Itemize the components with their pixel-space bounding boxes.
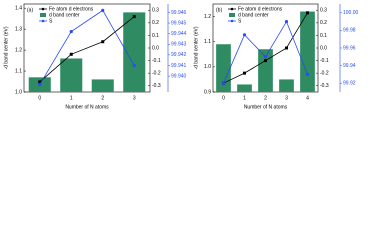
panel-label: (b) [216, 7, 222, 13]
y-axis-label: -d band center (eV) [193, 26, 199, 69]
marker [285, 46, 288, 50]
legend-marker [230, 7, 234, 11]
marker [38, 80, 42, 84]
y2-tick-label: 0.3 [152, 8, 159, 14]
marker [132, 15, 136, 19]
y2-tick-label: -0.2 [152, 70, 161, 76]
y2-tick-label: -0.1 [152, 58, 161, 64]
legend-label: d band center [238, 12, 269, 18]
marker [284, 20, 289, 24]
legend-label: S [49, 18, 53, 24]
x-tick-label: 4 [306, 95, 309, 101]
marker [263, 55, 268, 59]
marker [306, 11, 309, 15]
x-tick-label: 1 [243, 95, 246, 101]
y3-tick-label: 99.92 [343, 81, 356, 87]
y2-tick-label: 0.2 [152, 20, 159, 26]
x-tick-label: 3 [285, 95, 288, 101]
legend-marker [230, 19, 234, 23]
y3-tick-label: 99.944 [171, 31, 187, 37]
bar [216, 44, 231, 92]
bar [300, 11, 315, 93]
y2-tick-label: -0.3 [152, 83, 161, 89]
y3-tick-label: 99.94 [343, 63, 356, 69]
x-tick-label: 0 [222, 95, 225, 101]
y-tick-label: 1.1 [15, 68, 22, 74]
legend-marker [41, 19, 45, 23]
line [39, 16, 135, 83]
marker [38, 82, 42, 87]
y3-tick-label: 99.940 [171, 73, 187, 79]
marker [101, 8, 105, 12]
y2-tick-label: -0.3 [320, 83, 329, 89]
figure: 1.0 1.1 1.2 1.3 1.4 -0.3 -0.2 -0.1 0.0 0.1 0.2 0.3 9… [3, 3, 359, 110]
y2-tick-label: 0.2 [320, 20, 327, 26]
y-tick-label: 1.1 [204, 39, 211, 45]
marker [221, 81, 226, 85]
y-tick-label: 1.0 [15, 89, 22, 95]
panel-label: (a) [27, 7, 33, 13]
marker [264, 59, 267, 63]
y3-tick-label: 99.946 [171, 10, 187, 16]
legend-label: S [238, 18, 242, 24]
y2-tick-label: 0.1 [320, 33, 327, 39]
y2-tick-label: 0.3 [320, 8, 327, 14]
legend-label: Fe atom d electrons [49, 6, 94, 12]
x-tick-label: 2 [264, 95, 267, 101]
y-tick-label: 1.2 [15, 47, 22, 53]
y2-tick-label: -0.1 [320, 58, 329, 64]
marker [242, 33, 247, 37]
bar [258, 49, 273, 92]
y2-tick-label: 0.0 [152, 45, 159, 51]
x-axis-label: Number of N atoms [244, 104, 288, 110]
y2-tick-label: -0.2 [320, 70, 329, 76]
y3-tick-label: 99.942 [171, 52, 187, 58]
legend-swatch [229, 13, 235, 17]
y-tick-label: 1.3 [15, 26, 22, 32]
x-tick-label: 3 [133, 95, 136, 101]
legend-label: d band center [49, 12, 80, 18]
marker [243, 71, 246, 75]
y3-tick-label: 99.945 [171, 20, 187, 26]
y-tick-label: 1.4 [15, 6, 22, 12]
y3-tick-label: 99.943 [171, 42, 187, 48]
y3-tick-label: 99.98 [343, 28, 356, 34]
bar [60, 58, 83, 92]
x-axis-label: Number of N atoms [65, 104, 109, 110]
y3-tick-label: 100.00 [343, 10, 359, 16]
legend-swatch [40, 13, 46, 17]
y3-tick-label: 99.941 [171, 63, 187, 69]
bar [237, 84, 252, 92]
y-tick-label: 1.0 [204, 64, 211, 70]
y2-tick-label: 0.1 [152, 33, 159, 39]
marker [69, 52, 73, 56]
y2-tick-label: 0.0 [320, 45, 327, 51]
bar [123, 12, 146, 93]
y-axis-label: -d band center (eV) [3, 26, 9, 69]
legend-marker [41, 7, 45, 11]
bar [91, 79, 114, 92]
x-tick-label: 1 [70, 95, 73, 101]
marker [305, 72, 310, 76]
marker [132, 63, 136, 68]
y3-tick-label: 99.96 [343, 45, 356, 51]
line [39, 9, 135, 85]
y-tick-label: 0.9 [204, 89, 211, 95]
y-tick-label: 1.2 [204, 14, 211, 20]
marker [69, 29, 73, 34]
x-tick-label: 0 [38, 95, 41, 101]
marker [101, 40, 105, 44]
bar [279, 79, 294, 92]
x-tick-label: 2 [101, 95, 104, 101]
legend-label: Fe atom d electrons [238, 6, 283, 12]
